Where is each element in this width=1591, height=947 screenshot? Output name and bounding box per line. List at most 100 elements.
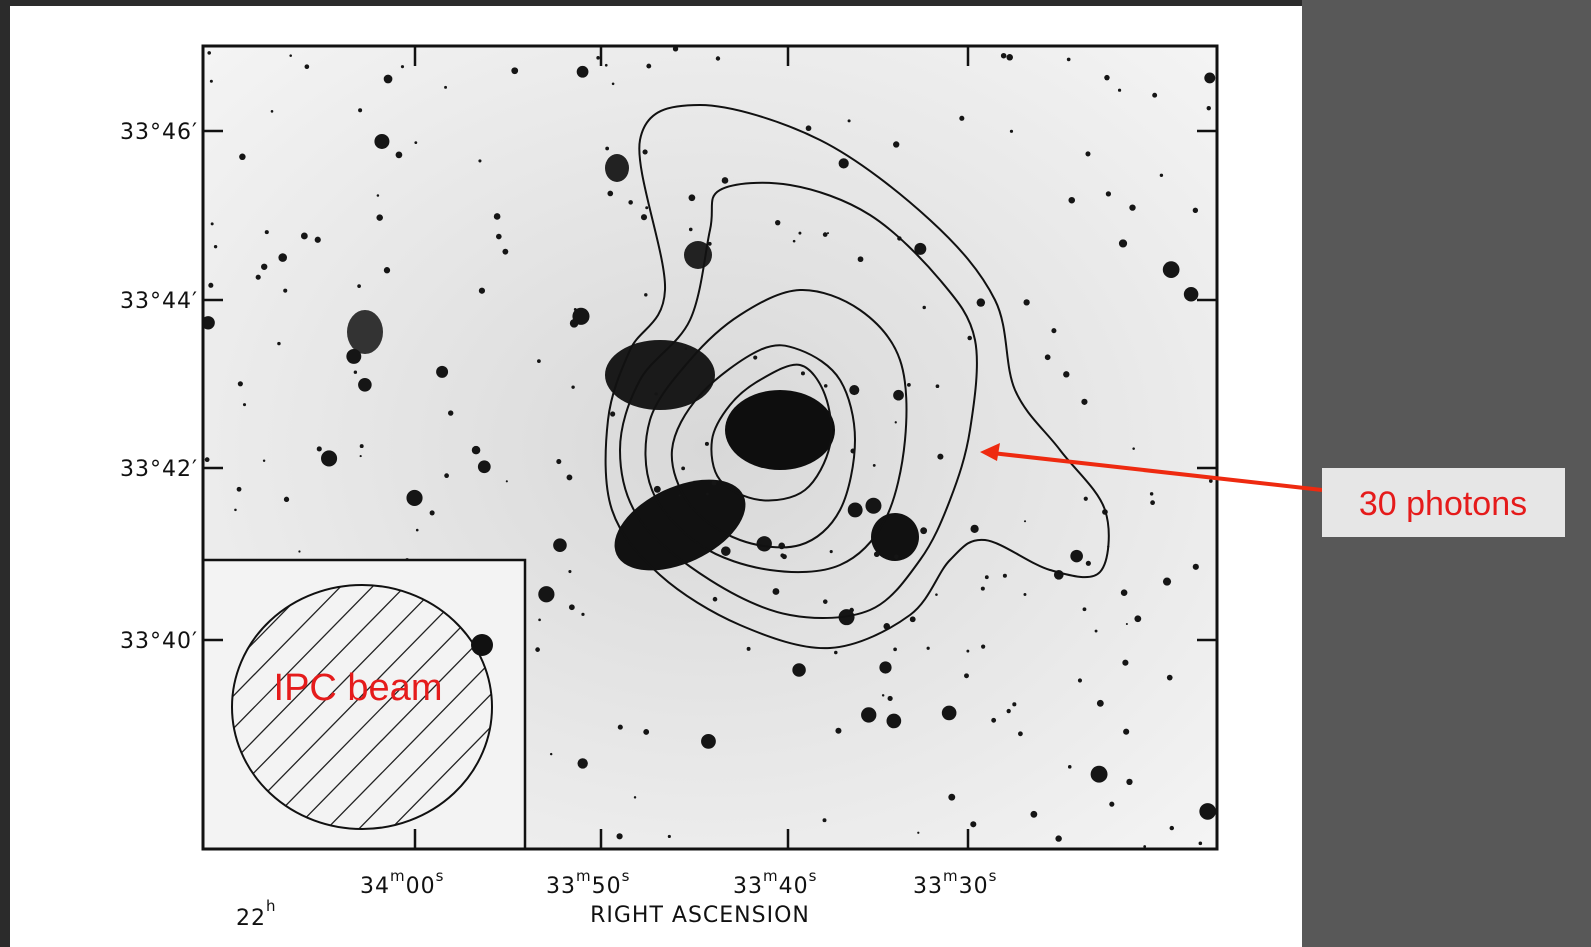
star: [654, 486, 661, 493]
hours: 22: [236, 906, 266, 931]
star: [1030, 811, 1037, 818]
star: [448, 410, 453, 415]
star: [1160, 174, 1163, 177]
star: [479, 288, 485, 294]
star: [970, 525, 978, 533]
star: [618, 725, 623, 730]
star: [494, 213, 501, 220]
star: [406, 490, 422, 506]
star: [1119, 239, 1127, 247]
star: [907, 383, 911, 387]
star: [377, 194, 380, 197]
star: [1091, 766, 1108, 783]
star: [823, 818, 827, 822]
star: [705, 442, 709, 446]
star: [401, 65, 404, 68]
star: [237, 487, 242, 492]
star: [981, 587, 985, 591]
star: [642, 149, 647, 154]
star: [556, 459, 561, 464]
star: [317, 446, 322, 451]
star: [644, 293, 647, 296]
star: [970, 821, 976, 827]
star: [780, 553, 784, 557]
x-label-unit: s: [809, 867, 818, 885]
star: [610, 411, 615, 416]
star: [535, 647, 540, 652]
star: [873, 464, 876, 467]
star: [1068, 765, 1072, 769]
galaxy: [725, 390, 835, 470]
star: [277, 342, 280, 345]
star: [571, 385, 574, 388]
star: [568, 570, 571, 573]
star: [1118, 89, 1121, 92]
star: [298, 550, 300, 552]
star: [376, 214, 382, 220]
star: [793, 240, 796, 243]
star: [1163, 578, 1171, 586]
star: [1207, 106, 1211, 110]
star: [261, 264, 267, 270]
star: [722, 177, 729, 184]
star: [1193, 208, 1198, 213]
y-label: 33°40′: [120, 629, 198, 654]
galaxy: [347, 310, 383, 354]
star: [315, 237, 321, 243]
star: [238, 381, 243, 386]
star: [1143, 845, 1146, 848]
star: [798, 232, 801, 235]
star: [346, 349, 361, 364]
star: [991, 718, 996, 723]
x-label-unit: m: [763, 867, 779, 885]
star: [1083, 607, 1087, 611]
star: [478, 460, 491, 473]
star: [301, 233, 308, 240]
slide: IPC beam 33°46′33°44′33°42′33°40′34m00s3…: [0, 0, 1591, 947]
star: [1150, 500, 1155, 505]
star: [538, 619, 541, 622]
x-axis-title: RIGHT ASCENSION: [590, 903, 810, 928]
star: [444, 473, 449, 478]
star: [861, 707, 876, 722]
star: [967, 336, 972, 341]
star: [773, 588, 780, 595]
star: [384, 75, 393, 84]
star: [1126, 779, 1132, 785]
star: [835, 728, 841, 734]
star: [830, 550, 833, 553]
star: [1132, 447, 1135, 450]
star: [858, 256, 864, 262]
star: [578, 758, 588, 768]
star: [472, 446, 481, 455]
star: [416, 529, 419, 532]
star: [849, 608, 854, 613]
star: [354, 371, 357, 374]
star: [574, 308, 577, 311]
star: [550, 753, 552, 755]
star: [1070, 550, 1083, 563]
star: [1012, 702, 1016, 706]
star: [937, 454, 943, 460]
star: [271, 110, 274, 113]
star: [214, 245, 217, 248]
star: [1170, 826, 1174, 830]
star: [511, 67, 518, 74]
star: [1150, 492, 1153, 495]
hours-unit: h: [266, 897, 277, 915]
star: [646, 64, 651, 69]
star: [1063, 371, 1069, 377]
star: [207, 51, 211, 55]
star: [358, 108, 362, 112]
star: [1167, 675, 1173, 681]
star: [685, 348, 687, 350]
star: [895, 421, 897, 423]
star: [910, 616, 916, 622]
star: [689, 194, 696, 201]
star: [792, 663, 805, 676]
star: [1095, 630, 1098, 633]
star: [360, 444, 364, 448]
star: [567, 475, 573, 481]
star: [1045, 354, 1051, 360]
star: [1085, 151, 1090, 156]
